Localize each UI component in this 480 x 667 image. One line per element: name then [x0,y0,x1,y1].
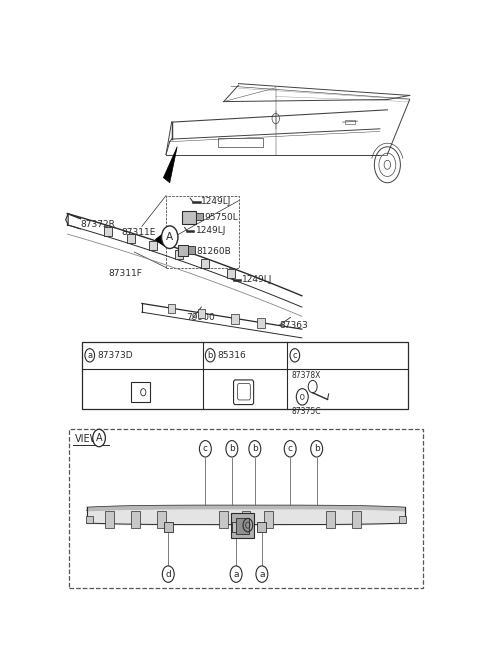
Text: b: b [229,444,235,454]
Text: 1249LJ: 1249LJ [196,226,226,235]
Text: 87311E: 87311E [121,228,156,237]
Text: A: A [96,433,102,443]
Bar [188,246,195,253]
Circle shape [85,349,95,362]
Bar [69,430,423,588]
Bar [132,382,150,402]
Text: VIEW: VIEW [75,434,100,444]
Circle shape [290,349,300,362]
Bar [241,511,251,528]
Circle shape [230,566,242,582]
Bar [345,120,355,124]
Text: c: c [292,351,297,360]
Text: b: b [207,351,213,360]
Bar [201,259,209,268]
Bar [399,516,406,522]
Polygon shape [66,213,68,225]
Text: 1249LJ: 1249LJ [202,197,232,206]
Text: 85316: 85316 [217,351,246,360]
Circle shape [162,566,174,582]
Text: c: c [288,444,293,454]
Bar [164,522,173,532]
Bar [231,514,254,538]
Circle shape [284,441,296,457]
Circle shape [162,226,178,249]
Bar [257,318,264,327]
Bar [326,511,335,528]
Text: a: a [233,570,239,578]
Circle shape [256,566,268,582]
Text: 87372R: 87372R [81,220,115,229]
Bar [104,227,112,236]
Circle shape [311,441,323,457]
Text: a: a [87,351,92,360]
Bar [236,518,249,534]
Circle shape [249,441,261,457]
Text: c: c [203,444,208,454]
Bar [257,522,266,532]
Bar [198,309,205,318]
Bar [86,516,93,522]
Circle shape [205,349,215,362]
Bar [131,511,140,528]
Bar [264,511,273,528]
Text: A: A [166,232,173,242]
Circle shape [226,441,238,457]
Text: b: b [314,444,320,454]
Text: 1249LJ: 1249LJ [242,275,273,284]
Bar [157,511,166,528]
Polygon shape [156,232,165,246]
Text: 87363: 87363 [279,321,308,329]
Bar [105,511,114,528]
Bar [219,511,228,528]
Polygon shape [163,147,177,183]
Circle shape [199,441,211,457]
Bar [232,522,240,532]
Bar [182,211,196,224]
Text: 87378X: 87378X [291,371,321,380]
Text: 95750L: 95750L [204,213,238,222]
Text: 81260B: 81260B [196,247,231,255]
Text: 87375C: 87375C [291,407,321,416]
Bar [175,250,183,259]
Circle shape [93,430,106,447]
Text: a: a [259,570,264,578]
Bar [178,245,188,255]
Text: d: d [166,570,171,578]
Bar [168,304,175,313]
Bar [127,233,135,243]
Bar [231,314,239,323]
Bar [352,511,361,528]
Bar [218,137,263,147]
Text: 79900: 79900 [186,313,215,322]
Text: b: b [252,444,258,454]
Text: 87311F: 87311F [108,269,142,278]
Bar [196,213,203,220]
Text: 87373D: 87373D [97,351,133,360]
Bar [149,241,157,250]
Bar [227,269,235,278]
Bar [83,342,408,409]
